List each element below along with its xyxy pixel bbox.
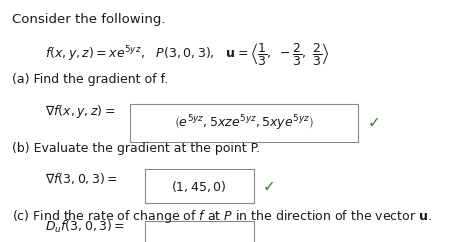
Text: $\nabla f(3, 0, 3) = $: $\nabla f(3, 0, 3) = $ [45,171,118,186]
Text: ✓: ✓ [263,179,276,194]
Text: ✓: ✓ [367,115,380,130]
FancyBboxPatch shape [145,221,254,242]
Text: (c) Find the rate of change of $f$ at $P$ in the direction of the vector $\mathb: (c) Find the rate of change of $f$ at $P… [12,208,432,225]
Text: $D_u f(3, 0, 3) = $: $D_u f(3, 0, 3) = $ [45,219,125,235]
Text: $f(x, y, z) = xe^{5yz}$,   $P(3, 0, 3)$,   $\mathbf{u} = \left\langle\dfrac{1}{3: $f(x, y, z) = xe^{5yz}$, $P(3, 0, 3)$, $… [45,41,330,67]
Text: (b) Evaluate the gradient at the point P.: (b) Evaluate the gradient at the point P… [12,142,260,155]
Text: $\left(e^{5yz},5xze^{5yz},5xye^{5yz}\right)$: $\left(e^{5yz},5xze^{5yz},5xye^{5yz}\rig… [174,113,314,133]
FancyBboxPatch shape [130,104,358,142]
Text: Consider the following.: Consider the following. [12,13,165,26]
FancyBboxPatch shape [145,169,254,203]
Text: (a) Find the gradient of f.: (a) Find the gradient of f. [12,73,168,86]
Text: $(1,45,0)$: $(1,45,0)$ [172,179,227,194]
Text: $\nabla f(x, y, z) = $: $\nabla f(x, y, z) = $ [45,103,116,120]
